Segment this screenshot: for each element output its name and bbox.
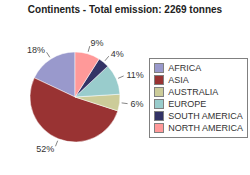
html-text:Continents - Total emission: 2: Continents - Total emission: 2269 tonnes [27, 4, 223, 15]
html-text:AUSTRALIA: AUSTRALIA [168, 86, 219, 97]
html-text:ASIA: ASIA [168, 74, 189, 85]
svg-text:52%: 52% [36, 144, 54, 154]
html-text:EUROPE: EUROPE [168, 98, 207, 109]
svg-text:18%: 18% [27, 45, 45, 55]
html-text:SOUTH AMERICA: SOUTH AMERICA [168, 110, 243, 121]
svg-text:6%: 6% [131, 99, 144, 109]
svg-text:11%: 11% [126, 70, 143, 80]
html-text:AFRICA: AFRICA [168, 62, 202, 73]
svg-text:4%: 4% [111, 49, 124, 59]
svg-text:9%: 9% [91, 38, 104, 48]
html-text:NORTH AMERICA: NORTH AMERICA [168, 122, 243, 133]
